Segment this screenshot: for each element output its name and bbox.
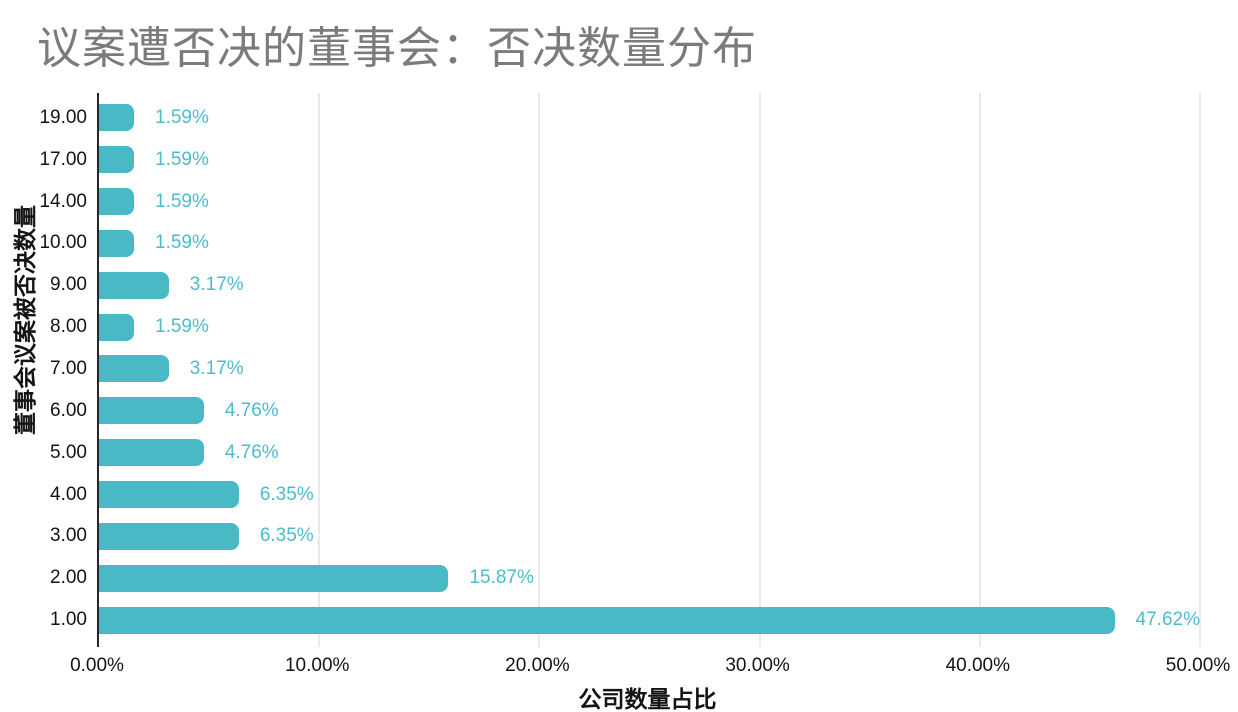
x-tick-label: 0.00% xyxy=(70,655,124,676)
gridline xyxy=(759,93,761,647)
y-tick-label: 17.00 xyxy=(39,148,87,170)
gridline xyxy=(979,93,981,647)
x-tick-label: 50.00% xyxy=(1165,655,1231,676)
bar-value-label: 1.59% xyxy=(155,106,209,128)
plot-area: 19.00 1.59% 17.00 1.59% 14.00 1.59% 10.00 1.59%… xyxy=(39,93,1201,647)
y-tick-label: 9.00 xyxy=(50,274,87,296)
y-axis-title: 董事会议案被否决数量 xyxy=(12,205,38,435)
x-axis-ticks: 0.00% 10.00% 20.00% 30.00% 40.00% 50.00% xyxy=(70,655,1230,679)
bar-value-label: 15.87% xyxy=(469,567,534,589)
y-tick-label: 3.00 xyxy=(50,525,87,547)
bar[interactable] xyxy=(99,397,204,425)
bar-value-label: 3.17% xyxy=(189,357,244,379)
bar-row: 9.00 3.17% xyxy=(50,264,1200,306)
bar-row: 5.00 4.76% xyxy=(50,432,1200,474)
bar-value-label: 3.17% xyxy=(189,274,244,296)
bar-row: 6.00 4.76% xyxy=(50,390,1200,432)
bar-row: 10.00 1.59% xyxy=(39,223,1200,265)
bar-value-label: 1.59% xyxy=(155,232,209,254)
y-tick-label: 5.00 xyxy=(50,441,87,463)
bar-value-label: 47.62% xyxy=(1135,609,1200,631)
bar-row: 1.00 47.62% xyxy=(50,599,1200,641)
bar-value-label: 1.59% xyxy=(155,148,209,170)
x-tick-label: 30.00% xyxy=(725,655,790,676)
gridline xyxy=(318,93,320,647)
bar[interactable] xyxy=(99,188,134,216)
gridline xyxy=(538,93,540,647)
bar-row: 17.00 1.59% xyxy=(39,139,1200,181)
y-tick-label: 8.00 xyxy=(50,316,87,338)
bar[interactable] xyxy=(99,522,239,550)
x-tick-label: 40.00% xyxy=(945,655,1011,676)
y-tick-label: 1.00 xyxy=(50,609,87,631)
y-tick-label: 4.00 xyxy=(50,483,87,505)
bar-row: 3.00 6.35% xyxy=(50,515,1200,557)
x-axis-title: 公司数量占比 xyxy=(578,686,717,712)
y-tick-label: 6.00 xyxy=(50,399,87,421)
bar-row: 4.00 6.35% xyxy=(50,474,1200,516)
gridline xyxy=(1199,93,1201,647)
bar-value-label: 1.59% xyxy=(155,190,209,212)
chart-title: 议案遭否决的董事会：否决数量分布 xyxy=(37,24,757,73)
bar-value-label: 1.59% xyxy=(155,316,209,338)
bar-value-label: 4.76% xyxy=(224,441,279,463)
bar[interactable] xyxy=(99,564,449,592)
x-tick-label: 10.00% xyxy=(284,655,350,676)
y-tick-label: 2.00 xyxy=(50,567,87,589)
bar-row: 7.00 3.17% xyxy=(50,348,1200,390)
bar[interactable] xyxy=(99,104,134,132)
bar-rows: 19.00 1.59% 17.00 1.59% 14.00 1.59% 10.00 1.59%… xyxy=(39,97,1200,641)
bar[interactable] xyxy=(99,313,134,341)
y-tick-label: 10.00 xyxy=(39,232,87,254)
bar-row: 14.00 1.59% xyxy=(39,181,1200,223)
bar[interactable] xyxy=(99,146,134,174)
bar[interactable] xyxy=(99,439,204,467)
x-tick-label: 20.00% xyxy=(505,655,570,676)
bar[interactable] xyxy=(99,481,239,509)
y-tick-label: 14.00 xyxy=(39,190,87,212)
bar-row: 19.00 1.59% xyxy=(39,97,1200,139)
bar[interactable] xyxy=(99,355,169,383)
bar-row: 2.00 15.87% xyxy=(50,557,1200,599)
bar-row: 8.00 1.59% xyxy=(50,306,1200,348)
bar[interactable] xyxy=(99,606,1115,634)
bar-value-label: 6.35% xyxy=(259,525,314,547)
bar[interactable] xyxy=(99,229,134,257)
bar-value-label: 4.76% xyxy=(224,399,279,421)
y-tick-label: 19.00 xyxy=(39,106,87,128)
y-tick-label: 7.00 xyxy=(50,357,87,379)
bar[interactable] xyxy=(99,271,169,299)
bar-value-label: 6.35% xyxy=(259,483,314,505)
